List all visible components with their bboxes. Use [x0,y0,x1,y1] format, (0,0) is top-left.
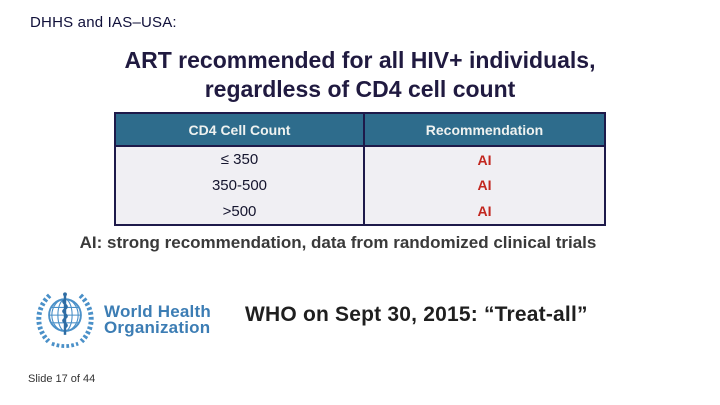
table-row-cd4-value: 350-500 [116,172,365,199]
who-wordmark-line-1: World Health [104,301,211,321]
who-logo: World Health Organization [32,291,211,348]
treat-all-statement: WHO on Sept 30, 2015: “Treat-all” [245,303,588,326]
table-header-recommendation: Recommendation [365,114,604,147]
slide-number: Slide 17 of 44 [28,373,96,385]
who-wordmark-line-2: Organization [104,317,211,337]
table-header-cd4: CD4 Cell Count [116,114,365,147]
title-line-2: regardless of CD4 cell count [204,76,516,102]
who-wordmark: World Health Organization [104,301,211,337]
title-line-1: ART recommended for all HIV+ individuals… [124,47,596,73]
who-globe-laurel-icon [36,292,94,348]
slide-title: ART recommended for all HIV+ individuals… [0,46,720,104]
kicker-label: DHHS and IAS–USA: [30,14,177,31]
table-row-cd4-value: >500 [116,198,365,224]
table-row-recommendation-value: AI [365,198,604,224]
ai-footnote: AI: strong recommendation, data from ran… [79,233,597,252]
cd4-recommendation-table: CD4 Cell Count Recommendation ≤ 350 AI 3… [114,112,606,226]
table-row-recommendation-value: AI [365,147,604,173]
table-row-recommendation-value: AI [365,172,604,199]
table-row-cd4-value: ≤ 350 [116,147,365,173]
